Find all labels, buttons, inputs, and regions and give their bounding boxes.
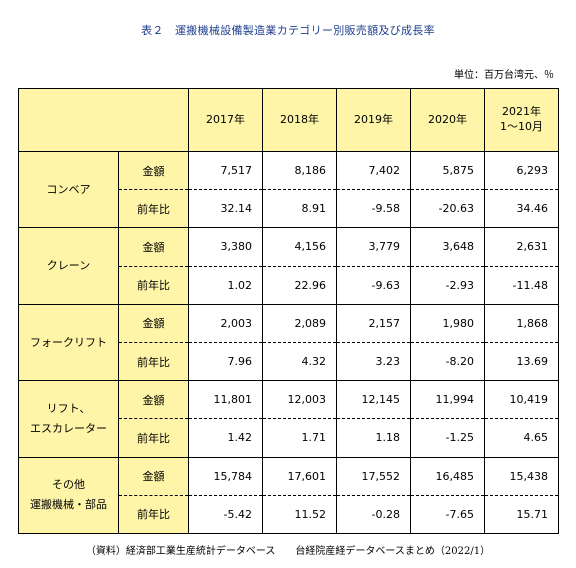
table-row: 前年比 7.96 4.32 3.23 -8.20 13.69 <box>19 341 559 382</box>
category-label: クレーン <box>18 227 119 305</box>
yoy-cell: -0.28 <box>336 494 411 535</box>
yoy-cell: -9.63 <box>336 265 411 305</box>
yoy-cell: -5.42 <box>188 494 263 535</box>
amount-cell: 6,293 <box>484 150 559 191</box>
yoy-cell: 34.46 <box>484 189 559 229</box>
table-row: フォークリフト 金額 2,003 2,089 2,157 1,980 1,868 <box>18 303 559 382</box>
amount-cell: 2,157 <box>336 303 411 343</box>
amount-cell: 15,438 <box>484 456 559 496</box>
yoy-cell: -1.25 <box>410 418 485 458</box>
amount-cell: 2,003 <box>188 303 263 343</box>
amount-cell: 3,779 <box>336 227 411 267</box>
yoy-cell: 3.23 <box>336 341 411 382</box>
amount-label: 金額 <box>118 227 189 267</box>
header-2019: 2019年 <box>336 88 411 152</box>
amount-cell: 5,875 <box>410 150 485 191</box>
yoy-cell: 4.65 <box>484 418 559 458</box>
amount-cell: 16,485 <box>410 456 485 496</box>
amount-cell: 17,552 <box>336 456 411 496</box>
amount-cell: 15,784 <box>188 456 263 496</box>
amount-cell: 12,145 <box>336 380 411 420</box>
amount-cell: 12,003 <box>262 380 337 420</box>
yoy-cell: 1.71 <box>262 418 337 458</box>
header-2017: 2017年 <box>188 88 263 152</box>
category-label: フォークリフト <box>18 303 119 382</box>
yoy-label: 前年比 <box>118 189 189 229</box>
header-2018: 2018年 <box>262 88 337 152</box>
yoy-label: 前年比 <box>118 341 189 382</box>
table-row: 前年比 -5.42 11.52 -0.28 -7.65 15.71 <box>19 494 559 535</box>
table-row: 前年比 32.14 8.91 -9.58 -20.63 34.46 <box>19 189 559 229</box>
yoy-label: 前年比 <box>118 265 189 305</box>
yoy-cell: -11.48 <box>484 265 559 305</box>
unit-note: 単位：百万台湾元、％ <box>454 70 554 81</box>
amount-cell: 8,186 <box>262 150 337 191</box>
table-row: 前年比 1.42 1.71 1.18 -1.25 4.65 <box>19 418 559 458</box>
table-row: クレーン 金額 3,380 4,156 3,779 3,648 2,631 <box>18 227 559 305</box>
table-row: その他 運搬機械・部品 金額 15,784 17,601 17,552 16,485 15,4… <box>18 456 559 534</box>
yoy-cell: 13.69 <box>484 341 559 382</box>
header-2021: 2021年 1～10月 <box>484 88 559 152</box>
amount-cell: 3,380 <box>188 227 263 267</box>
amount-cell: 2,089 <box>262 303 337 343</box>
yoy-cell: -7.65 <box>410 494 485 535</box>
amount-cell: 7,402 <box>336 150 411 191</box>
amount-cell: 1,868 <box>484 303 559 343</box>
yoy-cell: 15.71 <box>484 494 559 535</box>
amount-cell: 11,801 <box>188 380 263 420</box>
amount-label: 金額 <box>118 303 189 343</box>
amount-cell: 3,648 <box>410 227 485 267</box>
amount-cell: 2,631 <box>484 227 559 267</box>
amount-label: 金額 <box>118 380 189 420</box>
yoy-cell: -8.20 <box>410 341 485 382</box>
amount-cell: 17,601 <box>262 456 337 496</box>
header-2020: 2020年 <box>410 88 485 152</box>
yoy-cell: 4.32 <box>262 341 337 382</box>
yoy-label: 前年比 <box>118 494 189 535</box>
yoy-cell: 1.42 <box>188 418 263 458</box>
yoy-cell: -9.58 <box>336 189 411 229</box>
table-row: リフト、 エスカレーター 金額 11,801 12,003 12,145 11,994 10,… <box>18 380 559 458</box>
yoy-cell: 1.18 <box>336 418 411 458</box>
amount-cell: 11,994 <box>410 380 485 420</box>
amount-cell: 1,980 <box>410 303 485 343</box>
yoy-cell: 22.96 <box>262 265 337 305</box>
amount-cell: 7,517 <box>188 150 263 191</box>
amount-cell: 4,156 <box>262 227 337 267</box>
yoy-label: 前年比 <box>118 418 189 458</box>
amount-label: 金額 <box>118 150 189 191</box>
yoy-cell: -2.93 <box>410 265 485 305</box>
yoy-cell: 32.14 <box>188 189 263 229</box>
yoy-cell: 7.96 <box>188 341 263 382</box>
yoy-cell: 8.91 <box>262 189 337 229</box>
amount-label: 金額 <box>118 456 189 496</box>
source-note: （資料）経済部工業生産統計データベース 台経院産経データベースまとめ（2022/… <box>85 546 491 557</box>
table-row: 前年比 1.02 22.96 -9.63 -2.93 -11.48 <box>19 265 559 305</box>
category-label: リフト、 エスカレーター <box>18 380 119 458</box>
amount-cell: 10,419 <box>484 380 559 420</box>
header-row: 2017年 2018年 2019年 2020年 2021年 1～10月 <box>18 88 559 152</box>
table-row: コンベア 金額 7,517 8,186 7,402 5,875 6,293 <box>18 150 559 229</box>
sales-table: 2017年 2018年 2019年 2020年 2021年 1～10月 コンベア金… <box>18 88 559 535</box>
category-label: コンベア <box>18 150 119 229</box>
yoy-cell: -20.63 <box>410 189 485 229</box>
header-corner <box>18 88 189 152</box>
category-label: その他 運搬機械・部品 <box>18 456 119 534</box>
yoy-cell: 1.02 <box>188 265 263 305</box>
yoy-cell: 11.52 <box>262 494 337 535</box>
table-title: 表２ 運搬機械設備製造業カテゴリー別販売額及び成長率 <box>141 24 435 37</box>
